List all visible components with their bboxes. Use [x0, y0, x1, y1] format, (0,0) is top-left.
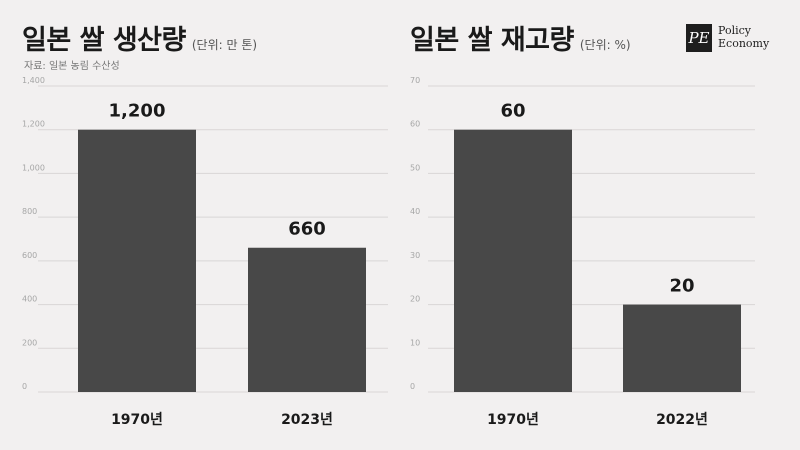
stock-data-label: 60: [500, 101, 525, 122]
production-ytick-label: 200: [22, 338, 37, 347]
stock-category-label: 2022년: [656, 412, 708, 428]
stock-ytick-label: 0: [410, 382, 415, 391]
stock-ytick-label: 30: [410, 251, 420, 260]
policy-economy-logo: PE Policy Economy: [686, 20, 786, 60]
stock-bar-chart: 0 10 20 30 40 50 60 70 60 1970년 20 2022년: [410, 76, 755, 428]
stock-ytick-label: 20: [410, 295, 420, 304]
stock-ytick-label: 70: [410, 76, 420, 85]
stock-category-label: 1970년: [487, 412, 539, 428]
production-data-label: 660: [288, 219, 326, 240]
stock-ytick-label: 40: [410, 207, 420, 216]
stock-data-label: 20: [669, 276, 694, 297]
logo-line-2: Economy: [718, 37, 770, 50]
production-chart-title: 일본 쌀 생산량: [22, 25, 186, 56]
logo-text: Policy Economy: [718, 24, 769, 50]
production-category-label: 1970년: [111, 412, 163, 428]
stock-unit-label: (단위: %): [579, 38, 631, 52]
stock-ytick-label: 60: [410, 120, 420, 129]
production-ytick-label: 1,400: [22, 76, 45, 85]
logo-line-1: Policy: [718, 24, 751, 37]
stock-title-row: 일본 쌀 재고량 (단위: %): [410, 18, 631, 57]
logo-mark: PE: [686, 24, 712, 52]
production-chart-panel: 일본 쌀 생산량 (단위: 만 톤) 자료: 일본 농림 수산성 0 200 400 6…: [22, 18, 388, 428]
production-title-row: 일본 쌀 생산량 (단위: 만 톤): [22, 18, 257, 57]
production-ytick-label: 0: [22, 382, 27, 391]
stock-bar: [623, 304, 741, 392]
production-ytick-label: 1,200: [22, 120, 45, 129]
production-ytick-label: 800: [22, 207, 37, 216]
production-ytick-label: 400: [22, 295, 37, 304]
production-bar-chart: 0 200 400 600 800 1,000 1,200 1,400 1,200 1970년 66…: [22, 76, 388, 428]
production-category-label: 2023년: [281, 412, 333, 428]
stock-chart-panel: 일본 쌀 재고량 (단위: %) 0 10 20 30 40 50 60 70 60 1970년 20…: [400, 0, 800, 450]
source-note: 자료: 일본 농림 수산성: [24, 61, 120, 72]
production-ytick-label: 1,000: [22, 163, 45, 172]
production-data-label: 1,200: [109, 101, 166, 122]
production-bar: [78, 129, 196, 392]
production-bar: [248, 247, 366, 392]
stock-ytick-label: 50: [410, 163, 420, 172]
production-unit-label: (단위: 만 톤): [191, 38, 258, 52]
stock-bar: [454, 129, 572, 392]
stock-chart-title: 일본 쌀 재고량: [410, 25, 574, 56]
stock-ytick-label: 10: [410, 338, 420, 347]
production-ytick-label: 600: [22, 251, 37, 260]
